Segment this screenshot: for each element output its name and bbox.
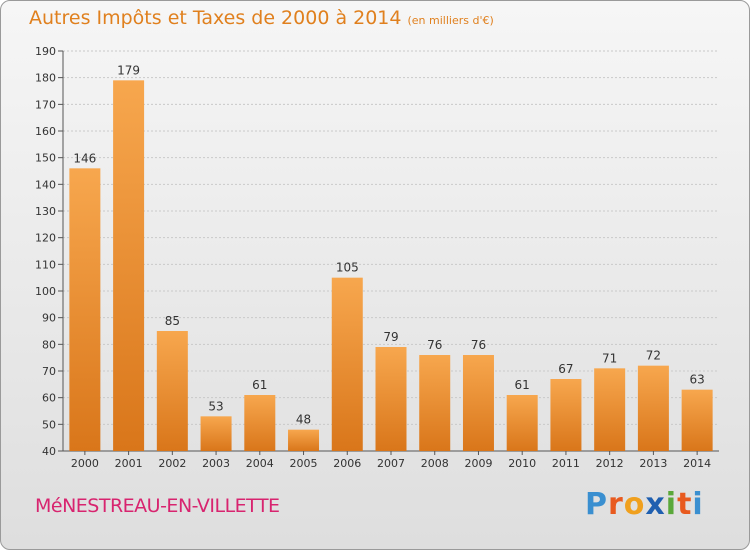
logo-letter: o <box>623 487 646 522</box>
bar <box>244 395 276 451</box>
x-tick-label: 2000 <box>71 457 99 470</box>
bar <box>550 379 582 451</box>
y-tick-label: 40 <box>42 445 56 458</box>
logo-letter: r <box>608 487 624 522</box>
bar-value-label: 85 <box>165 314 180 328</box>
bar-value-label: 76 <box>427 338 442 352</box>
bars <box>69 80 713 452</box>
x-tick-label: 2011 <box>552 457 580 470</box>
y-tick-label: 140 <box>35 178 56 191</box>
bar <box>462 355 494 451</box>
axes: 40 50 60 70 80 90 100 110 120 130 140 150 160 170 180 1… <box>35 45 719 470</box>
x-tick-label: 2004 <box>246 457 274 470</box>
bar <box>681 389 713 451</box>
bar-value-label: 79 <box>383 330 398 344</box>
bar-value-label: 67 <box>558 362 573 376</box>
x-tick-label: 2008 <box>421 457 449 470</box>
x-tick-label: 2001 <box>115 457 143 470</box>
bar-value-label: 48 <box>296 413 311 427</box>
x-tick-label: 2014 <box>683 457 711 470</box>
bar-value-label: 72 <box>646 349 661 363</box>
bar <box>506 395 538 451</box>
x-tick-label: 2007 <box>377 457 405 470</box>
bar-value-label: 105 <box>336 261 359 275</box>
data-labels: 146 179 85 53 61 48 105 79 76 76 61 67 71 72 63 <box>73 63 704 426</box>
x-tick-label: 2013 <box>639 457 667 470</box>
logo-letter: i <box>692 487 704 522</box>
bar-value-label: 53 <box>208 399 223 413</box>
x-tick-label: 2009 <box>464 457 492 470</box>
bar <box>594 368 626 451</box>
logo-letter: x <box>645 487 666 522</box>
y-tick-label: 110 <box>35 258 56 271</box>
bar-value-label: 146 <box>73 151 96 165</box>
chart-title-text: Autres Impôts et Taxes de 2000 à 2014 <box>29 7 402 29</box>
bar <box>419 355 451 451</box>
commune-name: MéNESTREAU-EN-VILLETTE <box>35 495 280 517</box>
chart-title: Autres Impôts et Taxes de 2000 à 2014 (en… <box>29 7 494 29</box>
x-tick-label: 2010 <box>508 457 536 470</box>
y-tick-label: 80 <box>42 338 56 351</box>
bar-value-label: 179 <box>117 63 140 77</box>
y-tick-label: 190 <box>35 45 56 58</box>
y-tick-label: 150 <box>35 152 56 165</box>
chart-subtitle: (en milliers d'€) <box>407 14 494 27</box>
bar <box>331 277 363 451</box>
bar <box>375 347 407 451</box>
y-tick-label: 170 <box>35 98 56 111</box>
y-tick-label: 60 <box>42 392 56 405</box>
y-tick-label: 130 <box>35 205 56 218</box>
y-tick-label: 100 <box>35 285 56 298</box>
x-tick-label: 2003 <box>202 457 230 470</box>
bar-value-label: 71 <box>602 351 617 365</box>
y-tick-label: 70 <box>42 365 56 378</box>
x-tick-label: 2012 <box>596 457 624 470</box>
bar <box>113 80 145 451</box>
logo-letter: t <box>677 487 693 522</box>
x-tick-label: 2006 <box>333 457 361 470</box>
y-tick-label: 90 <box>42 312 56 325</box>
x-tick-label: 2002 <box>158 457 186 470</box>
bar <box>200 416 232 451</box>
bar-value-label: 63 <box>689 373 704 387</box>
bar <box>637 365 669 451</box>
proxiti-logo: Proxiti <box>585 487 704 522</box>
logo-letter: P <box>585 487 608 522</box>
bar-value-label: 61 <box>252 378 267 392</box>
bar <box>288 429 320 451</box>
logo-letter: i <box>665 487 678 522</box>
x-tick-label: 2005 <box>290 457 318 470</box>
bar-value-label: 76 <box>471 338 486 352</box>
y-tick-label: 160 <box>35 125 56 138</box>
y-tick-label: 50 <box>42 418 56 431</box>
bar-value-label: 61 <box>515 378 530 392</box>
y-tick-label: 180 <box>35 72 56 85</box>
bar <box>69 168 101 452</box>
y-tick-label: 120 <box>35 232 56 245</box>
bar <box>156 331 188 451</box>
